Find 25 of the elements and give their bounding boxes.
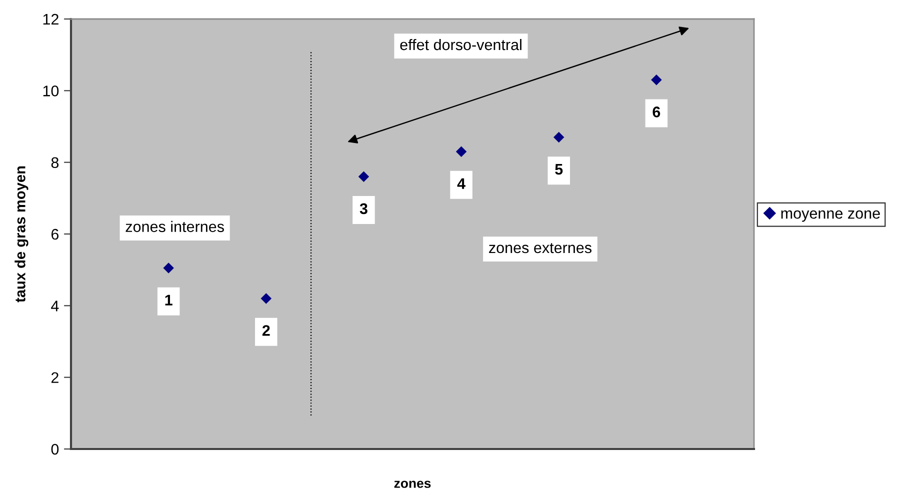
y-tick-label: 12 (43, 14, 58, 25)
annotation: 4 (457, 178, 466, 189)
annotation: zones internes (126, 220, 224, 232)
point (553, 132, 564, 143)
y-tick-label: 0 (51, 444, 59, 455)
annotation: 5 (555, 164, 563, 175)
x-axis-title: zones (394, 480, 431, 488)
annotation: zones externes (489, 243, 592, 254)
y-axis-title: taux de gras moyen (14, 166, 28, 302)
legend-label: moyenne zone (781, 210, 880, 222)
point (260, 293, 272, 304)
y-tick-label: 10 (43, 86, 59, 96)
point (358, 171, 370, 182)
point (651, 74, 662, 86)
point (456, 146, 467, 157)
annotation: 6 (652, 106, 660, 118)
annotation: 3 (360, 203, 368, 214)
annotation: effet dorso-ventral (400, 38, 522, 50)
y-tick-label: 2 (51, 372, 58, 383)
annotation: 2 (262, 325, 270, 336)
y-tick-label: 6 (51, 228, 59, 240)
point (163, 262, 174, 274)
annotation: 1 (165, 294, 172, 306)
y-tick-label: 8 (51, 157, 59, 168)
y-tick-label: 4 (51, 300, 59, 312)
